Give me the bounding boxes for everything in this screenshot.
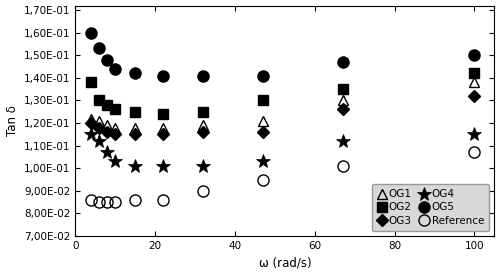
OG2 (112, 108, 118, 111)
OG2 (260, 99, 266, 102)
OG2 (132, 110, 138, 113)
Reference (88, 198, 94, 202)
OG1 (132, 126, 138, 129)
OG1 (160, 126, 166, 129)
OG1 (472, 81, 478, 84)
Reference (104, 200, 110, 204)
Line: OG4: OG4 (84, 127, 481, 173)
OG1 (96, 119, 102, 122)
OG3 (200, 130, 206, 134)
Reference (132, 198, 138, 202)
OG4 (260, 160, 266, 163)
OG3 (96, 126, 102, 129)
OG4 (88, 133, 94, 136)
OG5 (88, 31, 94, 34)
Line: OG5: OG5 (86, 27, 480, 81)
OG5 (472, 54, 478, 57)
OG3 (104, 130, 110, 134)
OG4 (340, 139, 346, 143)
OG5 (112, 67, 118, 70)
X-axis label: ω (rad/s): ω (rad/s) (258, 257, 312, 269)
OG5 (200, 74, 206, 77)
OG2 (96, 99, 102, 102)
OG5 (260, 74, 266, 77)
Y-axis label: Tan δ: Tan δ (6, 105, 18, 136)
Line: OG2: OG2 (86, 68, 480, 119)
OG1 (340, 99, 346, 102)
OG1 (200, 124, 206, 127)
OG3 (132, 133, 138, 136)
OG3 (260, 130, 266, 134)
OG2 (472, 72, 478, 75)
OG4 (132, 164, 138, 168)
OG3 (88, 121, 94, 125)
OG2 (88, 81, 94, 84)
OG2 (104, 103, 110, 107)
OG5 (160, 74, 166, 77)
Reference (340, 164, 346, 168)
OG4 (472, 133, 478, 136)
Line: OG1: OG1 (86, 78, 480, 133)
OG1 (260, 119, 266, 122)
OG5 (96, 47, 102, 50)
OG4 (200, 164, 206, 168)
Line: OG3: OG3 (88, 92, 478, 139)
Reference (112, 200, 118, 204)
OG4 (104, 151, 110, 154)
Line: Reference: Reference (86, 147, 480, 208)
Reference (200, 189, 206, 192)
Reference (260, 178, 266, 181)
OG2 (160, 112, 166, 116)
OG5 (104, 58, 110, 61)
OG3 (472, 94, 478, 98)
OG1 (88, 117, 94, 120)
OG1 (112, 126, 118, 129)
OG4 (112, 160, 118, 163)
OG4 (96, 139, 102, 143)
OG3 (340, 108, 346, 111)
OG3 (160, 133, 166, 136)
Reference (160, 198, 166, 202)
OG4 (160, 164, 166, 168)
OG5 (340, 60, 346, 64)
Reference (96, 200, 102, 204)
OG1 (104, 124, 110, 127)
OG3 (112, 133, 118, 136)
OG2 (200, 110, 206, 113)
Legend: OG1, OG2, OG3, OG4, OG5, Reference: OG1, OG2, OG3, OG4, OG5, Reference (372, 184, 489, 231)
OG5 (132, 72, 138, 75)
Reference (472, 151, 478, 154)
OG2 (340, 87, 346, 91)
